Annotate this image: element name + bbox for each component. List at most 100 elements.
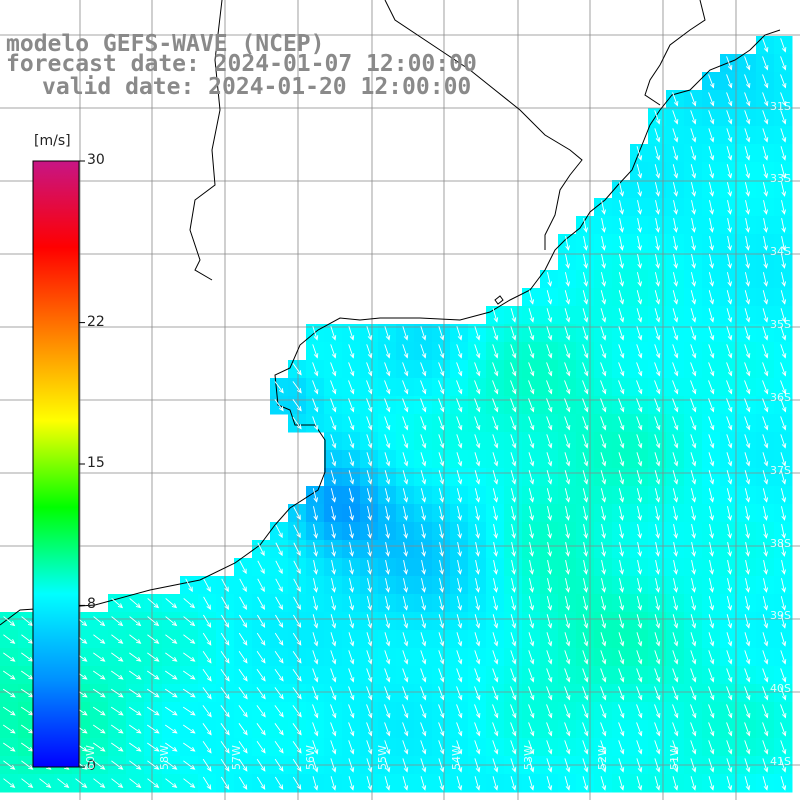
wind-arrow (636, 326, 643, 341)
wind-arrow (564, 362, 571, 377)
wind-arrow (312, 704, 319, 719)
wind-arrow (672, 632, 679, 647)
wind-arrow (744, 776, 751, 791)
wind-arrow (547, 524, 552, 539)
wind-arrow (672, 488, 679, 503)
wind-arrow (618, 272, 625, 287)
wind-arrow (402, 416, 409, 431)
wind-arrow (744, 614, 751, 629)
wind-arrow (546, 470, 553, 485)
wind-arrow (128, 724, 142, 734)
wind-arrow (510, 470, 517, 485)
wind-arrow (292, 723, 302, 736)
wind-arrow (256, 632, 266, 646)
wind-arrow (762, 308, 769, 323)
wind-arrow (492, 704, 499, 719)
wind-arrow (385, 578, 390, 593)
wind-arrow (510, 398, 517, 413)
wind-arrow (600, 686, 607, 701)
wind-arrow (147, 598, 160, 609)
wind-arrow (780, 398, 787, 413)
wind-arrow (275, 560, 283, 575)
wind-arrow (672, 380, 679, 395)
wind-arrow (492, 326, 499, 341)
wind-arrow (402, 758, 409, 773)
wind-arrow (636, 416, 643, 431)
wind-arrow (600, 470, 607, 485)
wind-arrow (744, 668, 751, 683)
wind-arrow (601, 200, 606, 215)
wind-arrow (384, 344, 391, 359)
wind-arrow (330, 740, 337, 755)
wind-arrow (221, 614, 230, 628)
wind-arrow (165, 742, 178, 752)
wind-arrow (438, 686, 445, 701)
wind-arrow (402, 686, 409, 701)
wind-arrow (439, 542, 444, 557)
wind-arrow (438, 596, 445, 611)
wind-arrow (654, 362, 661, 377)
wind-arrow (475, 524, 480, 539)
wind-arrow (672, 596, 679, 611)
wind-arrow (384, 740, 391, 755)
wind-arrow (690, 164, 697, 179)
wind-arrow (654, 326, 661, 341)
wind-arrow (744, 344, 751, 359)
wind-arrow (618, 668, 625, 683)
wind-arrow (780, 470, 787, 485)
wind-arrow (256, 776, 266, 790)
wind-arrow (349, 560, 354, 575)
wind-arrow (708, 164, 715, 179)
wind-arrow (726, 416, 733, 431)
wind-arrow (202, 758, 212, 772)
wind-arrow (312, 362, 319, 377)
wind-arrow (690, 596, 697, 611)
wind-arrow (600, 380, 607, 395)
wind-arrow (492, 398, 499, 413)
wind-arrow (129, 742, 142, 752)
wind-arrow (528, 686, 535, 701)
wind-arrow (672, 776, 679, 791)
wind-arrow (564, 776, 571, 791)
wind-arrow (165, 652, 178, 662)
wind-arrow (402, 344, 409, 359)
wind-arrow (546, 308, 553, 323)
wind-arrow (654, 668, 661, 683)
wind-arrow (690, 668, 697, 683)
wind-arrow (474, 614, 481, 629)
wind-arrow (618, 326, 625, 341)
wind-arrow (330, 344, 337, 359)
wind-arrow (690, 362, 697, 377)
wind-arrow (762, 632, 769, 647)
wind-arrow (111, 778, 124, 788)
wind-arrow (780, 344, 787, 359)
wind-arrow (220, 740, 230, 754)
wind-arrow (348, 650, 355, 665)
wind-arrow (745, 560, 750, 575)
wind-arrow (510, 776, 517, 791)
wind-arrow (564, 632, 571, 647)
wind-arrow (164, 670, 178, 680)
wind-arrow (274, 723, 284, 736)
wind-arrow (564, 686, 571, 701)
wind-arrow (726, 488, 733, 503)
wind-arrow (110, 724, 124, 734)
wind-arrow (744, 362, 751, 377)
wind-arrow (619, 200, 624, 215)
wind-arrow (636, 632, 643, 647)
wind-arrow (457, 524, 462, 539)
wind-arrow (762, 398, 769, 413)
wind-arrow (690, 434, 697, 449)
wind-arrow (384, 614, 391, 629)
wind-arrow (456, 416, 463, 431)
wind-arrow (691, 236, 696, 251)
wind-arrow (672, 452, 679, 467)
wind-arrow (709, 254, 714, 269)
wind-arrow (312, 758, 319, 773)
wind-arrow (239, 614, 248, 628)
wind-arrow (726, 668, 733, 683)
wind-arrow (780, 380, 787, 395)
wind-arrow (2, 724, 16, 734)
wind-arrow (600, 452, 607, 467)
wind-arrow (780, 740, 787, 755)
